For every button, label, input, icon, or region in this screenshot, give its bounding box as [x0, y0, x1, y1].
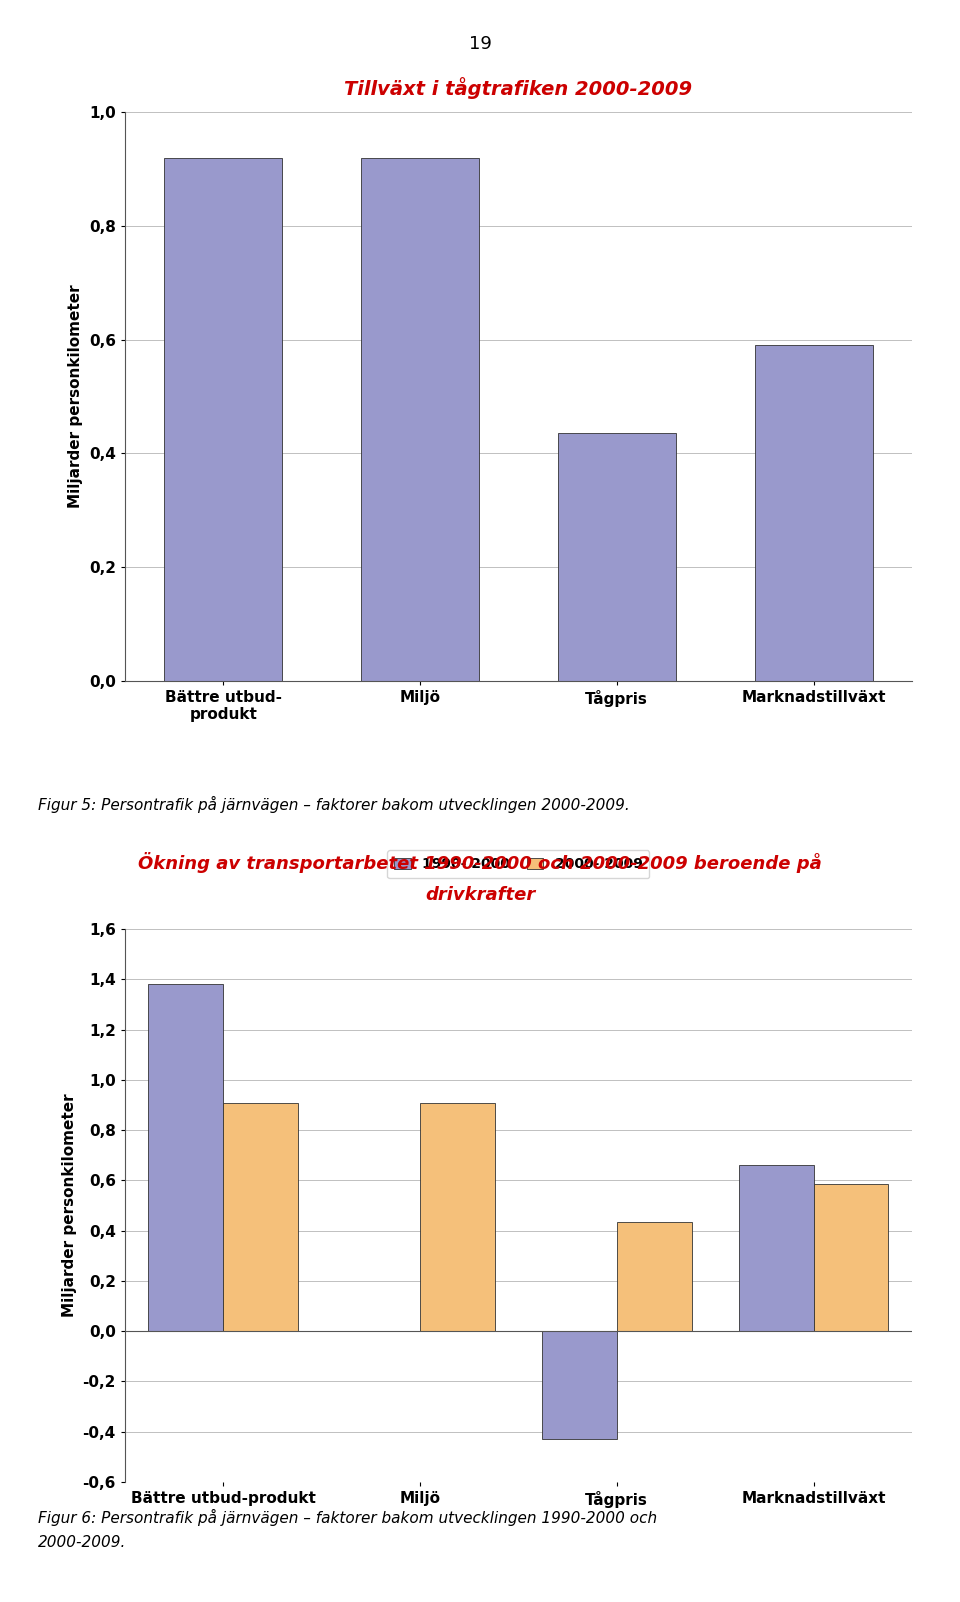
- Title: Tillväxt i tågtrafiken 2000-2009: Tillväxt i tågtrafiken 2000-2009: [345, 77, 692, 99]
- Text: 19: 19: [468, 35, 492, 53]
- Y-axis label: Miljarder personkilometer: Miljarder personkilometer: [68, 285, 84, 508]
- Bar: [617, 1222, 691, 1331]
- Text: Figur 5: Persontrafik på järnvägen – faktorer bakom utvecklingen 2000-2009.: Figur 5: Persontrafik på järnvägen – fak…: [38, 796, 630, 814]
- Bar: [558, 434, 676, 681]
- Bar: [420, 1102, 494, 1331]
- Bar: [149, 984, 223, 1331]
- Bar: [755, 346, 873, 681]
- Bar: [739, 1165, 814, 1331]
- Bar: [361, 157, 479, 681]
- Bar: [814, 1184, 888, 1331]
- Text: drivkrafter: drivkrafter: [425, 886, 535, 904]
- Legend: 1990- 2000, 2000- 2009: 1990- 2000, 2000- 2009: [388, 851, 649, 878]
- Bar: [542, 1331, 617, 1439]
- Bar: [164, 157, 282, 681]
- Text: Ökning av transportarbetet 1990-2000 och 2000-2009 beroende på: Ökning av transportarbetet 1990-2000 och…: [138, 852, 822, 873]
- Bar: [223, 1102, 298, 1331]
- Y-axis label: Miljarder personkilometer: Miljarder personkilometer: [61, 1094, 77, 1317]
- Text: 2000-2009.: 2000-2009.: [38, 1535, 127, 1549]
- Text: Figur 6: Persontrafik på järnvägen – faktorer bakom utvecklingen 1990-2000 och: Figur 6: Persontrafik på järnvägen – fak…: [38, 1509, 658, 1527]
